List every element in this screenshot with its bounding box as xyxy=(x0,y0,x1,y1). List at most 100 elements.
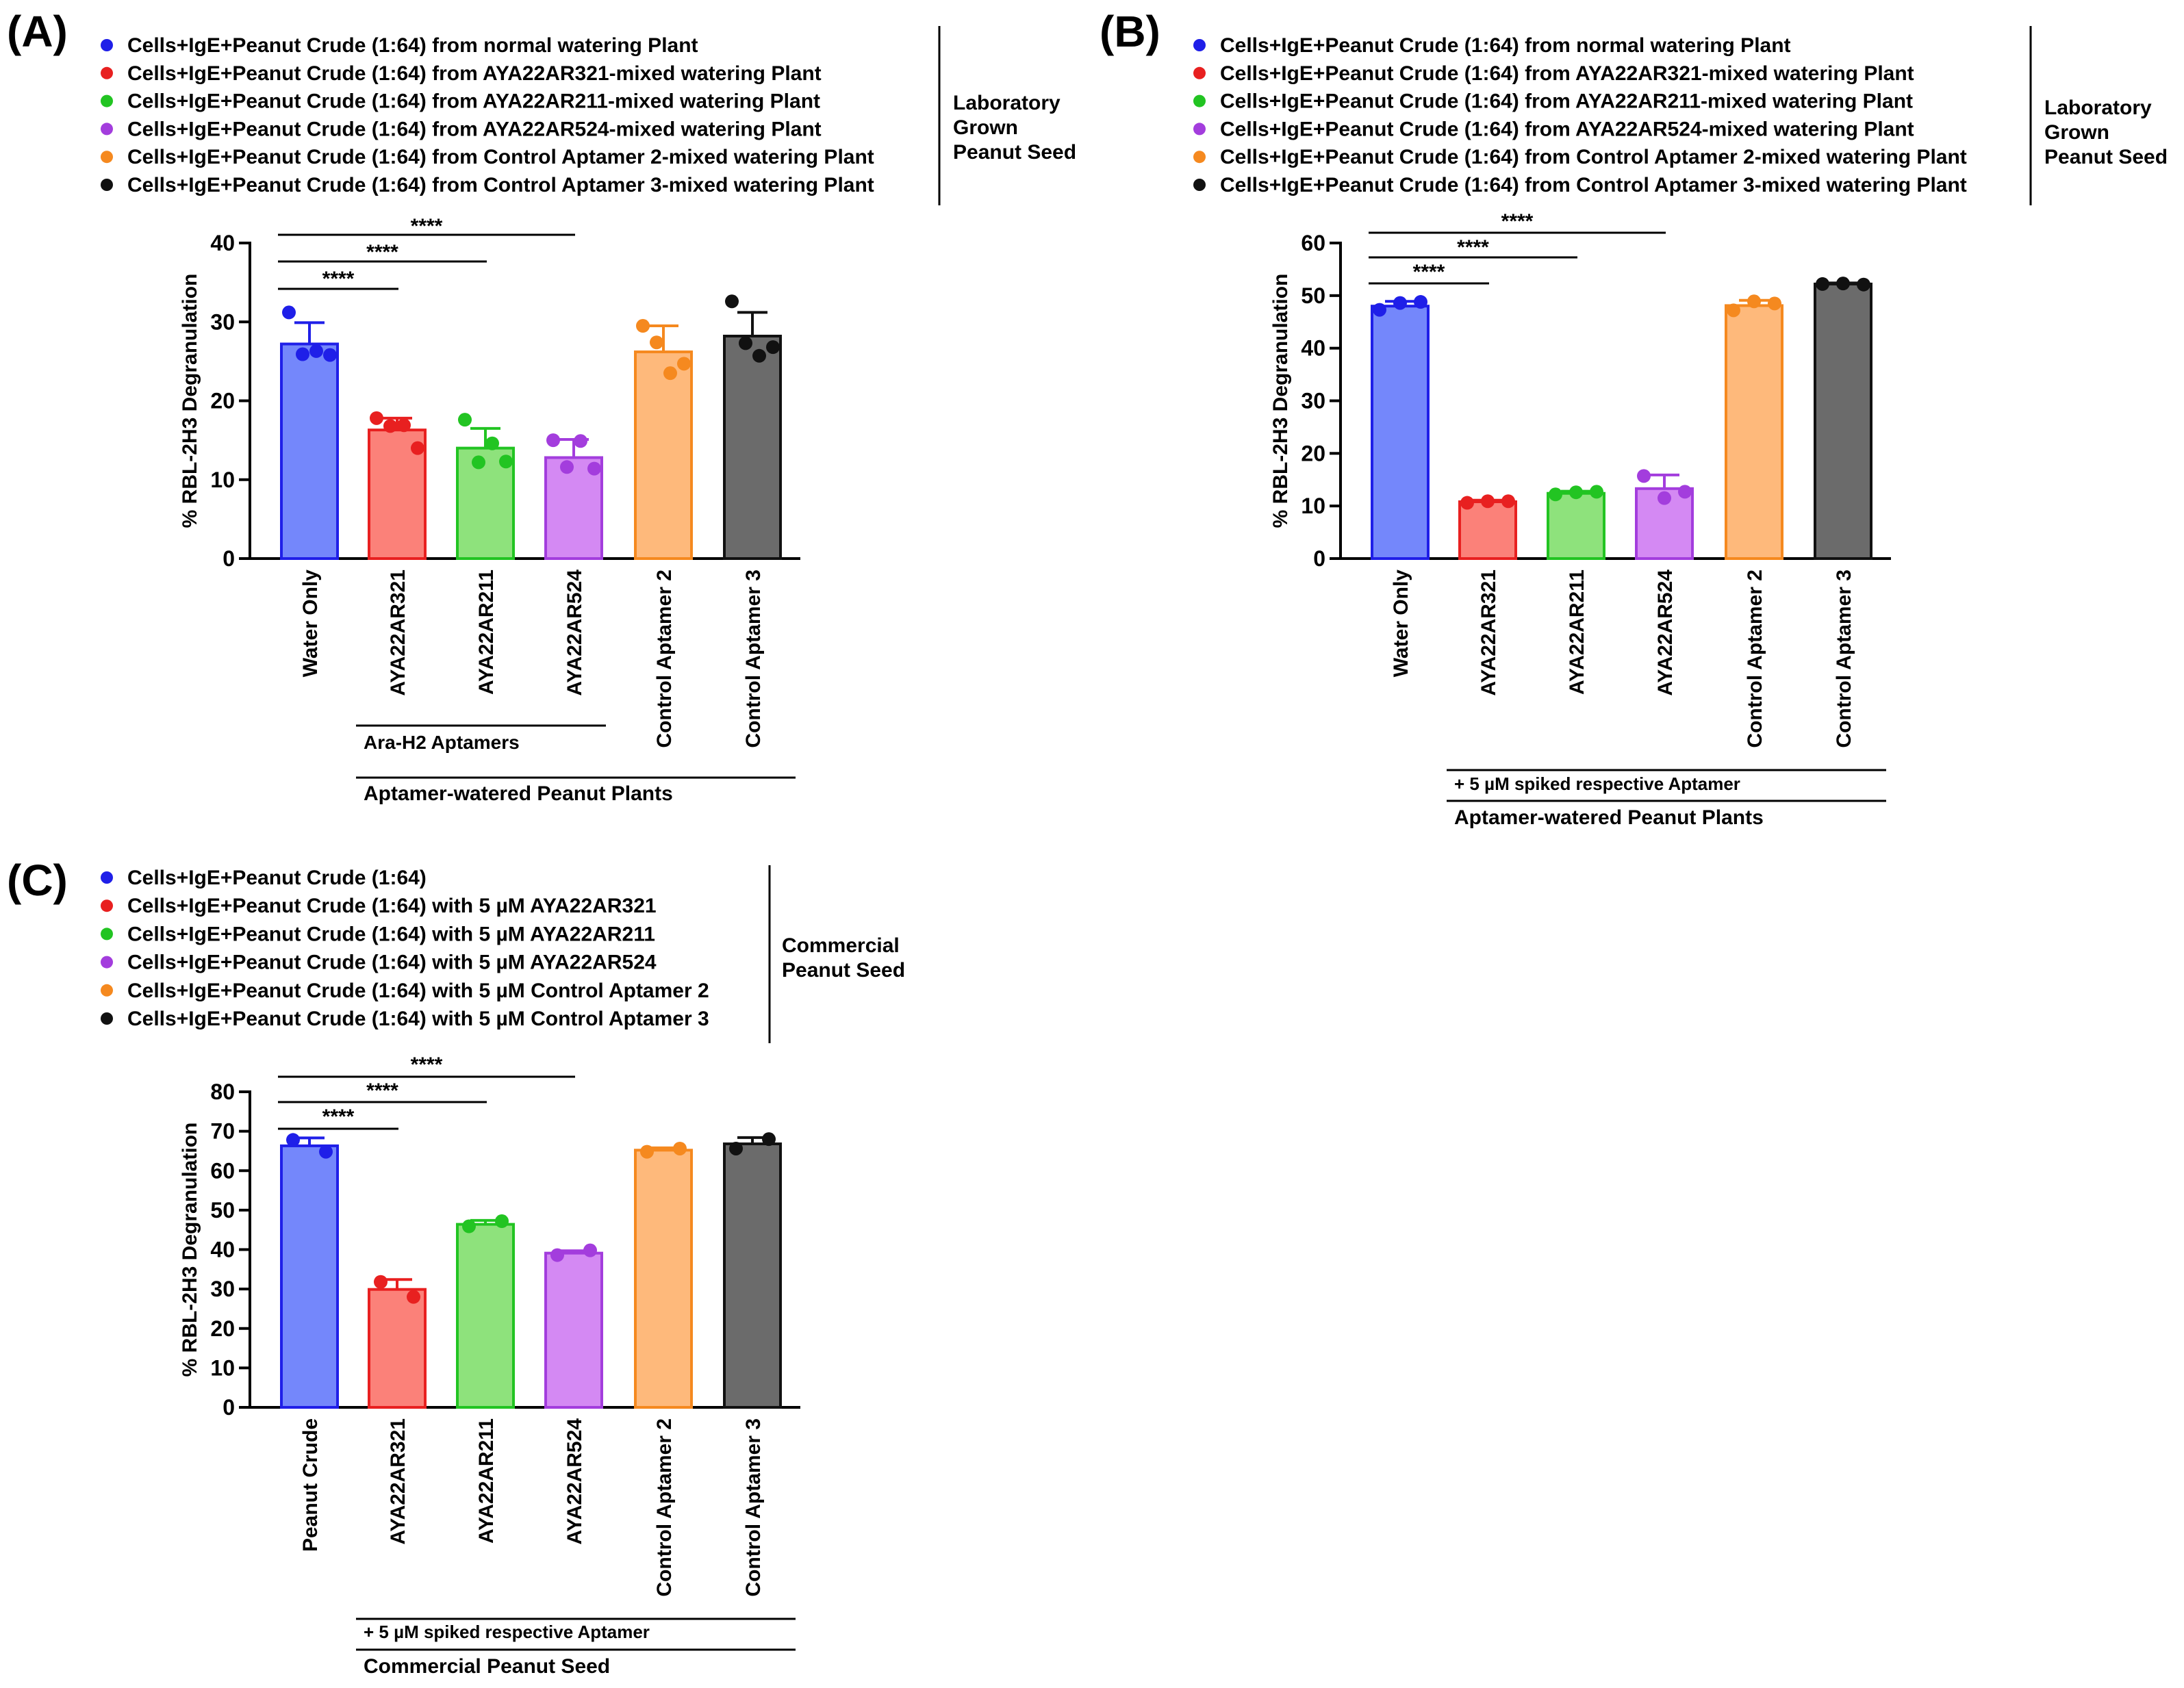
data-point xyxy=(1414,295,1427,309)
data-point xyxy=(673,1141,687,1155)
data-point xyxy=(296,347,309,361)
legend-entry: Cells+IgE+Peanut Crude (1:64) from norma… xyxy=(1220,34,1791,57)
y-tick-label: 10 xyxy=(210,1355,235,1380)
data-point xyxy=(370,411,383,425)
bar xyxy=(1547,491,1605,561)
bar xyxy=(368,1288,427,1409)
side-label: Grown xyxy=(953,116,1018,139)
legend-marker xyxy=(101,39,113,51)
data-point xyxy=(663,366,677,381)
legend-entry: Cells+IgE+Peanut Crude (1:64) with 5 µM … xyxy=(127,923,655,945)
category-label: AYA22AR524 xyxy=(563,1418,586,1545)
data-point xyxy=(546,433,560,448)
legend-marker xyxy=(101,94,113,107)
legend-entry: Cells+IgE+Peanut Crude (1:64) from Contr… xyxy=(1220,174,1967,196)
y-tick-label: 40 xyxy=(210,1238,235,1262)
data-point xyxy=(319,1144,333,1159)
panel-B: (B) Cells+IgE+Peanut Crude (1:64) from no… xyxy=(1100,7,2168,829)
legend-marker xyxy=(101,151,113,164)
legend-entry: Cells+IgE+Peanut Crude (1:64) from AYA22… xyxy=(1220,90,1913,113)
legend-marker xyxy=(101,1012,113,1025)
legend-entry: Cells+IgE+Peanut Crude (1:64) from AYA22… xyxy=(127,90,820,113)
data-point xyxy=(677,357,691,371)
group-label: + 5 µM spiked respective Aptamer xyxy=(364,1622,650,1642)
data-point xyxy=(1768,296,1781,311)
data-point xyxy=(1481,494,1495,509)
bar xyxy=(634,1149,693,1409)
legend-marker xyxy=(1193,66,1206,79)
bar xyxy=(1635,487,1694,560)
significance-label: **** xyxy=(1501,210,1534,233)
category-label: Peanut Crude xyxy=(299,1418,322,1552)
side-label: Peanut Seed xyxy=(953,141,1076,164)
legend-marker xyxy=(101,66,113,79)
group-label: Ara-H2 Aptamers xyxy=(364,732,520,753)
data-point xyxy=(1658,491,1671,505)
category-label: Control Aptamer 2 xyxy=(653,570,676,748)
bar xyxy=(723,1142,782,1409)
legend-marker xyxy=(101,871,113,884)
category-label: AYA22AR321 xyxy=(1477,570,1500,696)
significance-label: **** xyxy=(322,1105,355,1128)
panel-label: (C) xyxy=(7,856,68,905)
legend-marker xyxy=(1193,94,1206,107)
group-label: Aptamer-watered Peanut Plants xyxy=(364,782,673,805)
legend-marker xyxy=(101,928,113,941)
significance-label: **** xyxy=(411,215,443,238)
data-point xyxy=(411,441,424,455)
y-tick-label: 0 xyxy=(223,546,235,571)
y-tick-label: 20 xyxy=(210,1316,235,1341)
data-point xyxy=(636,319,650,333)
data-point xyxy=(397,418,411,433)
data-point xyxy=(1816,277,1829,291)
category-label: Water Only xyxy=(1390,570,1412,678)
significance-label: **** xyxy=(366,1079,398,1102)
data-point xyxy=(1747,294,1761,309)
y-axis-label: % RBL-2H3 Degranulation xyxy=(179,274,201,528)
category-label: AYA22AR211 xyxy=(475,1418,498,1544)
group-label: Aptamer-watered Peanut Plants xyxy=(1454,806,1764,829)
legend-marker xyxy=(101,984,113,997)
legend-marker xyxy=(101,899,113,912)
data-point xyxy=(472,455,485,470)
data-point xyxy=(729,1141,743,1155)
data-point xyxy=(1637,469,1651,483)
data-point xyxy=(1501,494,1515,509)
legend-entry: Cells+IgE+Peanut Crude (1:64) from AYA22… xyxy=(1220,118,1914,140)
legend-entry: Cells+IgE+Peanut Crude (1:64) from norma… xyxy=(127,34,698,57)
y-tick-label: 10 xyxy=(210,468,235,492)
data-point xyxy=(560,460,574,474)
category-label: Water Only xyxy=(299,570,322,678)
y-tick-label: 60 xyxy=(1301,231,1325,255)
significance-label: **** xyxy=(1413,261,1445,283)
bar xyxy=(1725,304,1783,560)
significance-label: **** xyxy=(1457,236,1489,259)
side-label: Peanut Seed xyxy=(782,959,905,982)
data-point xyxy=(762,1132,776,1147)
y-tick-label: 30 xyxy=(210,1277,235,1301)
bar xyxy=(1814,282,1872,560)
y-tick-label: 50 xyxy=(210,1198,235,1223)
panel-A: (A) Cells+IgE+Peanut Crude (1:64) from no… xyxy=(7,7,1076,805)
legend-marker xyxy=(1193,39,1206,51)
data-point xyxy=(587,461,601,476)
data-point xyxy=(282,305,296,320)
legend-marker xyxy=(101,956,113,969)
y-tick-label: 40 xyxy=(1301,336,1325,361)
data-point xyxy=(1569,485,1583,500)
y-tick-label: 20 xyxy=(1301,441,1325,465)
data-point xyxy=(739,336,752,350)
data-point xyxy=(1460,496,1474,510)
group-label: + 5 µM spiked respective Aptamer xyxy=(1454,773,1740,794)
data-point xyxy=(725,294,739,309)
y-tick-label: 80 xyxy=(210,1079,235,1104)
legend-entry: Cells+IgE+Peanut Crude (1:64) from AYA22… xyxy=(127,118,822,140)
data-point xyxy=(458,413,472,427)
data-point xyxy=(499,455,513,469)
y-tick-label: 70 xyxy=(210,1119,235,1144)
category-label: AYA22AR321 xyxy=(387,1418,409,1545)
legend-entry: Cells+IgE+Peanut Crude (1:64) from Contr… xyxy=(1220,146,1967,168)
data-point xyxy=(1836,277,1850,291)
group-label: Commercial Peanut Seed xyxy=(364,1655,610,1678)
